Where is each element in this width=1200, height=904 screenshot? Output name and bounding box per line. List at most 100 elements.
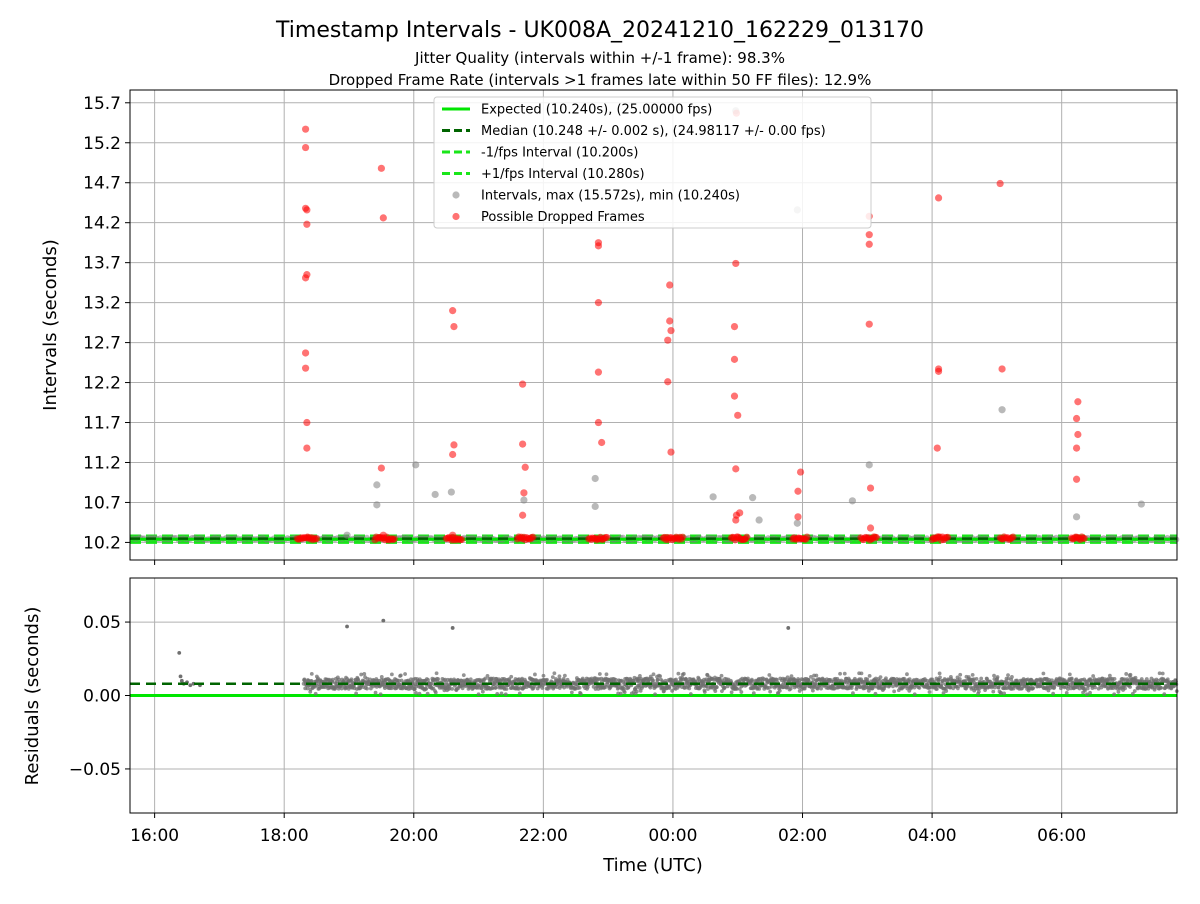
- x-tick-label: 20:00: [389, 826, 438, 846]
- residual-point: [562, 673, 567, 678]
- residual-point: [674, 677, 678, 682]
- residual-point: [658, 674, 663, 679]
- residual-point: [373, 690, 378, 695]
- residual-point: [842, 671, 847, 676]
- residual-point: [651, 678, 656, 683]
- residual-point: [604, 672, 609, 677]
- dropped-frame-point: [303, 418, 311, 427]
- residual-point: [436, 677, 441, 681]
- interval-point: [343, 531, 351, 539]
- residual-point: [178, 674, 183, 679]
- residual-point: [785, 675, 790, 680]
- residual-point: [565, 684, 570, 689]
- residual-point: [750, 679, 755, 684]
- x-tick-label: 18:00: [260, 826, 309, 846]
- residual-point: [1116, 690, 1121, 694]
- dropped-frame-point: [594, 242, 603, 250]
- dropped-frame-point: [598, 438, 606, 447]
- dropped-frame-point: [594, 299, 603, 307]
- x-tick-label: 00:00: [648, 826, 697, 846]
- residual-point: [1006, 673, 1010, 677]
- dropped-frame-point: [1074, 430, 1082, 439]
- dropped-frame-point: [1072, 475, 1081, 483]
- interval-point: [591, 502, 599, 511]
- dropped-frame-point: [730, 392, 739, 400]
- residual-point: [757, 686, 762, 691]
- interval-point: [412, 461, 420, 469]
- residual-point: [676, 671, 681, 676]
- residual-point: [958, 672, 963, 677]
- residual-point: [365, 686, 369, 691]
- residual-point: [1123, 686, 1127, 691]
- chart-title: Timestamp Intervals - UK008A_20241210_16…: [275, 18, 924, 43]
- dropped-frame-cluster-point: [944, 533, 952, 541]
- x-tick-label: 04:00: [908, 826, 957, 846]
- interval-point: [848, 497, 857, 505]
- residual-point: [503, 692, 508, 697]
- dropped-frame-point: [301, 349, 310, 357]
- residual-point: [1091, 674, 1096, 678]
- residual-point: [313, 691, 318, 696]
- residual-point: [495, 691, 500, 696]
- dropped-frame-point: [996, 179, 1004, 188]
- residual-point: [622, 690, 627, 695]
- residual-point: [941, 691, 946, 695]
- top-ylabel: Intervals (seconds): [40, 239, 61, 411]
- residual-point: [552, 671, 557, 676]
- top-y-tick-label: 13.7: [83, 254, 121, 274]
- interval-point: [793, 519, 801, 527]
- residual-point: [1112, 677, 1117, 681]
- dropped-frame-cluster-point: [1080, 535, 1088, 543]
- bottom-y-tick-label: −0.05: [69, 760, 121, 780]
- residual-point: [585, 685, 590, 690]
- residual-point: [769, 684, 774, 689]
- residual-point: [892, 689, 897, 694]
- residual-point: [1051, 691, 1056, 696]
- top-y-tick-label: 10.7: [83, 493, 121, 513]
- dropped-frame-point: [520, 489, 528, 497]
- dropped-frame-point: [379, 531, 387, 539]
- top-y-tick-label: 10.2: [83, 533, 121, 553]
- dropped-frame-cluster-point: [743, 533, 751, 541]
- residual-point: [493, 685, 498, 690]
- dropped-frame-point: [732, 259, 740, 268]
- residual-point: [354, 691, 359, 696]
- dropped-frame-point: [865, 240, 873, 248]
- dropped-frame-cluster-point: [458, 536, 466, 544]
- dropped-frame-point: [1074, 398, 1082, 406]
- residual-point: [713, 689, 718, 693]
- dropped-frame-point: [450, 441, 458, 449]
- residual-point: [509, 674, 514, 679]
- residual-point: [545, 677, 549, 682]
- interval-point: [865, 461, 873, 469]
- dropped-frame-point: [377, 164, 385, 172]
- residual-outlier-point: [381, 618, 386, 623]
- interval-point: [709, 493, 717, 501]
- residual-point: [991, 689, 996, 694]
- legend-label: +1/fps Interval (10.280s): [481, 167, 645, 182]
- dropped-frame-point: [732, 516, 740, 524]
- dropped-frame-point: [519, 440, 527, 448]
- legend-label: Intervals, max (15.572s), min (10.240s): [481, 189, 740, 204]
- residual-point: [396, 678, 401, 683]
- intervals-panel: 10.2 10.7 11.2 11.7 12.2 12.7 13.2 13.7 14.2 14.7…: [83, 89, 1180, 565]
- residual-point: [460, 686, 465, 691]
- dropped-frame-point: [1072, 444, 1081, 452]
- dropped-frame-point: [934, 367, 943, 375]
- dropped-frame-point: [449, 531, 457, 539]
- dropped-frame-point: [664, 336, 672, 344]
- residual-point: [541, 673, 546, 678]
- residual-point: [429, 682, 434, 686]
- dropped-frame-point: [377, 464, 385, 472]
- dropped-frame-cluster-point: [1009, 533, 1017, 541]
- residual-point: [403, 672, 407, 676]
- residuals-panel: −0.05 0.00 0.05 16:00 18:00 20:00 22:00 00:00 02…: [69, 577, 1179, 846]
- residual-point: [810, 688, 815, 693]
- dropped-frame-cluster-point: [803, 533, 811, 541]
- chart-subtitle-dropped: Dropped Frame Rate (intervals >1 frames …: [329, 71, 872, 89]
- residual-point: [867, 673, 872, 678]
- residual-point: [1144, 677, 1149, 681]
- residual-point: [814, 673, 819, 678]
- residual-point: [976, 689, 981, 694]
- dropped-frame-point: [796, 468, 805, 476]
